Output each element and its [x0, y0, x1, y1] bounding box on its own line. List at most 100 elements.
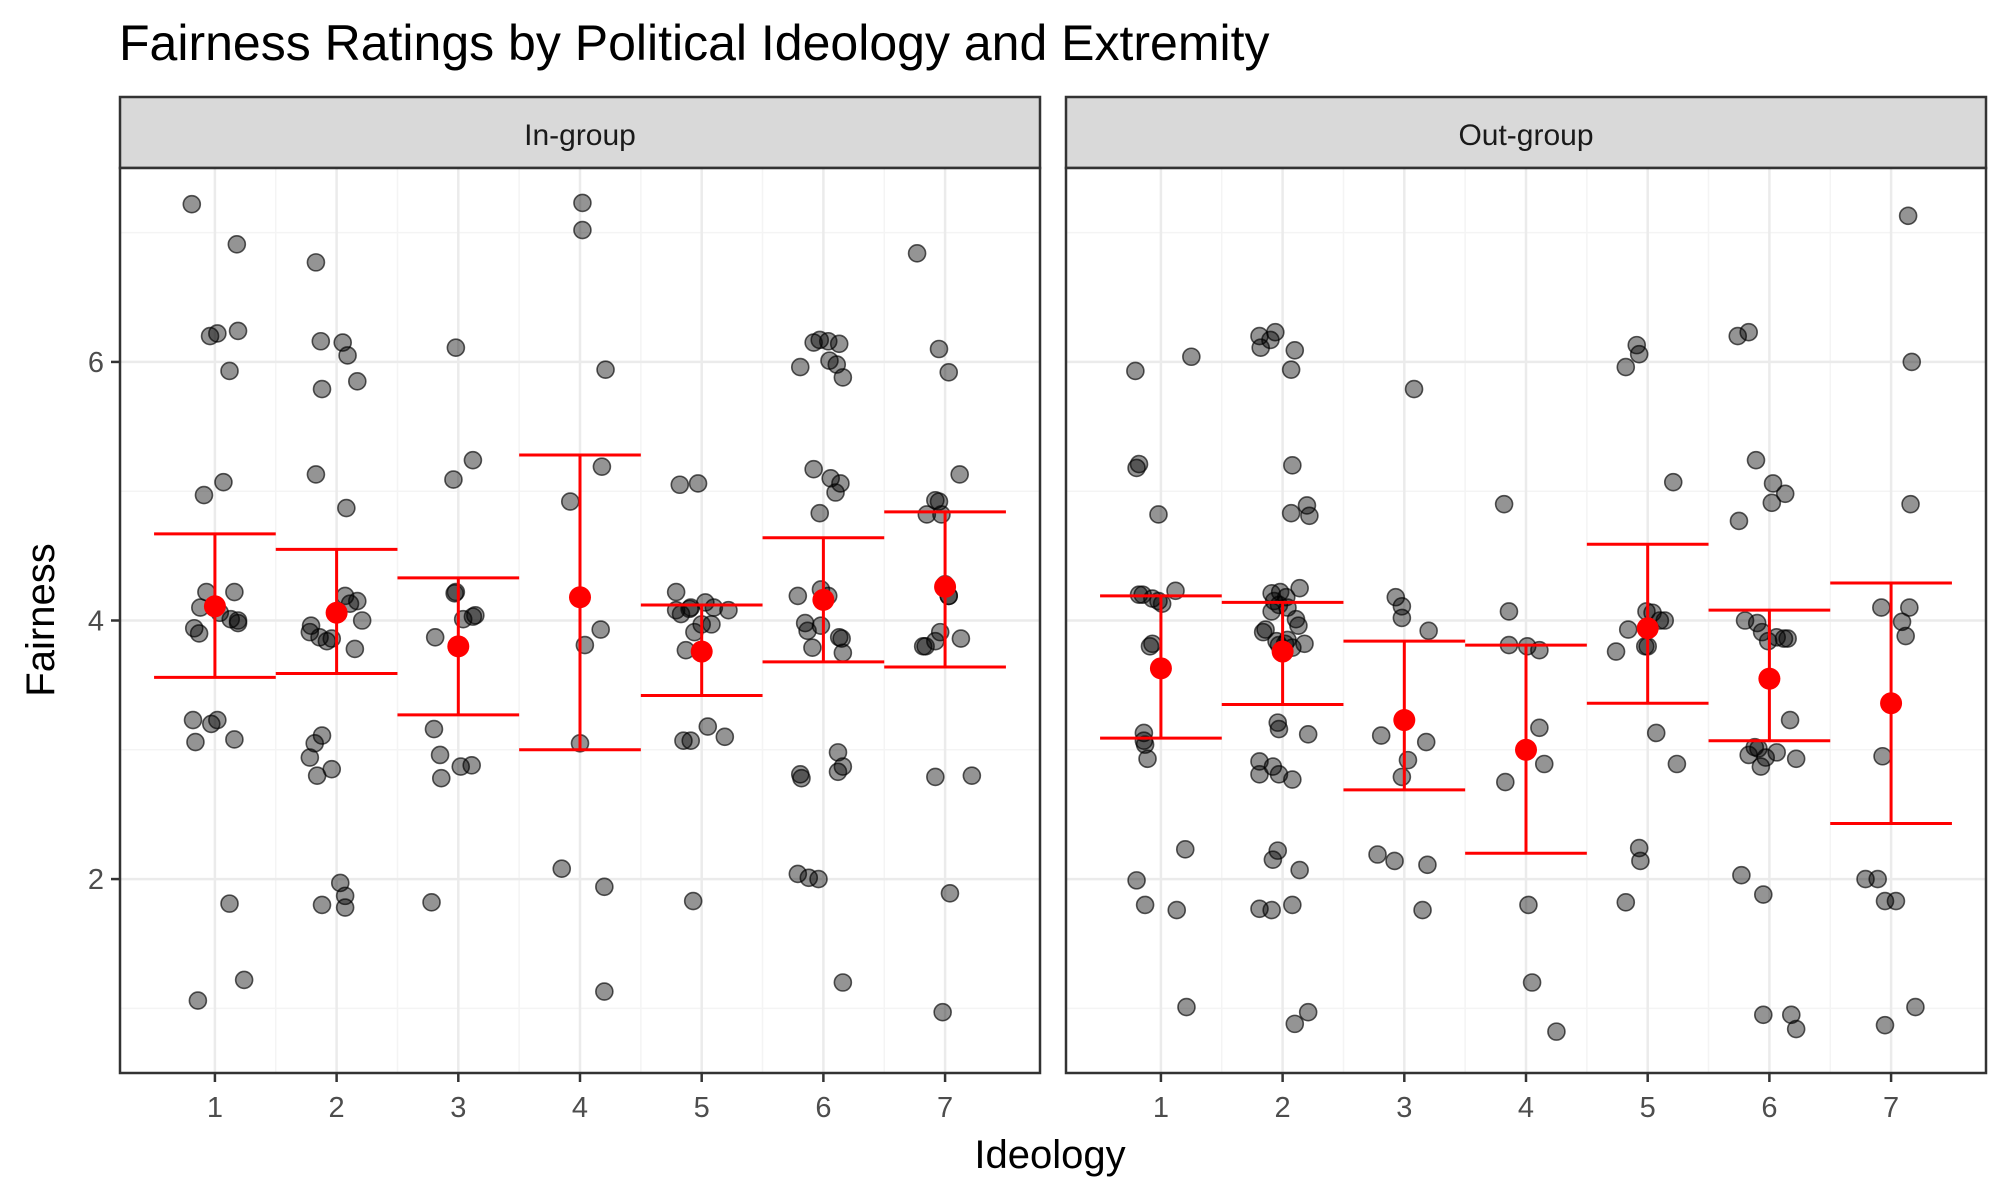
data-point: [1875, 891, 1895, 911]
data-point: [446, 338, 466, 358]
data-point: [208, 710, 227, 730]
data-point: [225, 582, 244, 602]
data-point: [826, 483, 845, 502]
data-point: [1392, 608, 1412, 628]
data-point: [811, 616, 831, 635]
data-point: [1138, 749, 1157, 769]
data-point: [1754, 885, 1773, 904]
data-point: [788, 864, 808, 884]
data-point: [1786, 749, 1806, 769]
data-point: [311, 331, 331, 351]
data-point: [1298, 1002, 1318, 1022]
mean-point: [690, 640, 713, 663]
data-point: [444, 470, 463, 489]
data-point: [818, 331, 838, 351]
data-point: [907, 244, 927, 263]
data-point: [1262, 602, 1281, 621]
data-point: [1386, 587, 1406, 607]
data-point: [595, 877, 614, 897]
data-point: [1283, 770, 1302, 789]
data-point: [1616, 357, 1636, 377]
mean-point: [1149, 657, 1172, 680]
data-point: [425, 628, 445, 647]
mean-point: [812, 588, 835, 611]
data-point: [352, 611, 372, 630]
data-point: [1256, 620, 1275, 639]
data-point: [1263, 850, 1283, 869]
mean-point: [447, 635, 470, 658]
data-point: [1906, 997, 1925, 1017]
data-point: [674, 731, 693, 751]
data-point: [1268, 841, 1288, 860]
data-point: [446, 582, 466, 602]
data-point: [1786, 1019, 1806, 1039]
data-point: [591, 620, 610, 639]
data-point: [208, 324, 227, 343]
mean-point: [203, 595, 226, 618]
data-point: [422, 893, 441, 912]
data-point: [1253, 622, 1273, 642]
data-point: [1534, 754, 1554, 774]
data-point: [804, 459, 823, 479]
data-point: [1167, 900, 1187, 920]
data-point: [1547, 1022, 1566, 1041]
data-point: [1616, 893, 1636, 912]
data-point: [666, 582, 686, 602]
mean-point: [569, 586, 591, 609]
data-point: [1781, 1005, 1801, 1025]
data-point: [225, 730, 244, 749]
data-point: [1729, 511, 1749, 531]
data-point: [1413, 900, 1432, 920]
data-point: [1298, 724, 1318, 744]
data-point: [1143, 634, 1162, 654]
data-point: [305, 734, 325, 753]
data-point: [1775, 484, 1795, 504]
data-point: [220, 361, 239, 381]
facet-strip: [118, 95, 1042, 170]
data-point: [1530, 718, 1549, 738]
data-point: [828, 743, 848, 762]
data-point: [1872, 598, 1891, 617]
data-point: [338, 346, 357, 365]
data-point: [186, 732, 205, 752]
data-point: [1285, 1014, 1305, 1034]
panel-in-group: In-group 1 2 3 4 5 6 7 2 4 6: [88, 95, 1042, 1124]
data-point: [940, 883, 960, 903]
data-point: [1266, 322, 1285, 342]
data-point: [933, 1002, 952, 1022]
mean-point: [1758, 667, 1781, 690]
data-point: [1149, 505, 1168, 524]
data-point: [671, 604, 691, 624]
data-point: [573, 220, 592, 240]
x-tick-label: 7: [1883, 1092, 1899, 1124]
x-tick-label: 4: [572, 1092, 588, 1124]
x-tick-label: 5: [1640, 1092, 1656, 1124]
data-point: [831, 474, 850, 493]
data-point: [1283, 456, 1302, 475]
data-point: [1754, 1005, 1773, 1025]
data-point: [950, 465, 969, 484]
x-tick-label: 6: [1761, 1092, 1777, 1124]
data-point: [715, 727, 735, 747]
data-point: [1868, 869, 1887, 889]
data-point: [234, 970, 254, 990]
data-point: [1418, 855, 1437, 875]
data-point: [1283, 895, 1302, 915]
data-point: [573, 193, 592, 213]
x-tick-label: 1: [1153, 1092, 1169, 1124]
data-point: [1269, 719, 1289, 739]
data-point: [1496, 772, 1515, 792]
x-tick-label: 1: [207, 1092, 223, 1124]
data-point: [926, 767, 945, 787]
x-tick-label: 5: [694, 1092, 710, 1124]
x-tick-label: 3: [450, 1092, 466, 1124]
x-tick-label: 4: [1518, 1092, 1534, 1124]
data-point: [828, 762, 848, 782]
data-point: [317, 631, 337, 651]
panel-out-group: Out-group 1 2 3 4 5 6 7: [1064, 95, 1988, 1124]
data-point: [552, 859, 572, 879]
data-point: [189, 624, 209, 643]
data-point: [1655, 611, 1675, 630]
x-tick-label: 7: [937, 1092, 953, 1124]
